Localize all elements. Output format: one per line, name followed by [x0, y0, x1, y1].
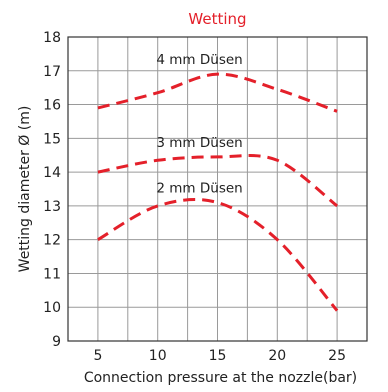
y-axis-label: Wetting diameter Ø (m)	[17, 106, 33, 273]
series-line-2	[97, 154, 339, 208]
y-tick-label: 13	[43, 199, 61, 215]
x-tick-label: 20	[268, 348, 286, 364]
plot-frame	[67, 36, 368, 342]
x-tick-labels: 5 10 15 20 25	[93, 348, 346, 364]
y-tick-label: 15	[43, 131, 61, 147]
y-tick-label: 16	[43, 98, 61, 114]
y-tick-label: 10	[43, 300, 61, 316]
y-tick-label: 9	[52, 334, 61, 350]
series-label-2: 3 mm Düsen	[156, 135, 242, 151]
x-tick-label: 5	[93, 348, 102, 364]
y-tick-label: 17	[43, 64, 61, 80]
series-label-3: 2 mm Düsen	[156, 181, 242, 197]
chart-title: Wetting	[188, 10, 246, 28]
series-line-3	[97, 197, 339, 312]
x-axis-label: Connection pressure at the nozzle(bar)	[84, 370, 357, 386]
series-labels: 4 mm Düsen 3 mm Düsen 2 mm Düsen	[156, 52, 242, 196]
y-tick-label: 11	[43, 266, 61, 282]
y-tick-label: 14	[43, 165, 61, 181]
x-tick-label: 10	[149, 348, 167, 364]
y-tick-label: 12	[43, 233, 61, 249]
series-lines	[97, 72, 339, 312]
series-label-1: 4 mm Düsen	[156, 52, 242, 68]
x-tick-label: 15	[209, 348, 227, 364]
grid	[68, 37, 367, 341]
series-line-1	[97, 72, 338, 113]
y-tick-labels: 9 10 11 12 13 14 15 16 17 18	[43, 30, 61, 350]
x-tick-label: 25	[328, 348, 346, 364]
y-tick-label: 18	[43, 30, 61, 46]
